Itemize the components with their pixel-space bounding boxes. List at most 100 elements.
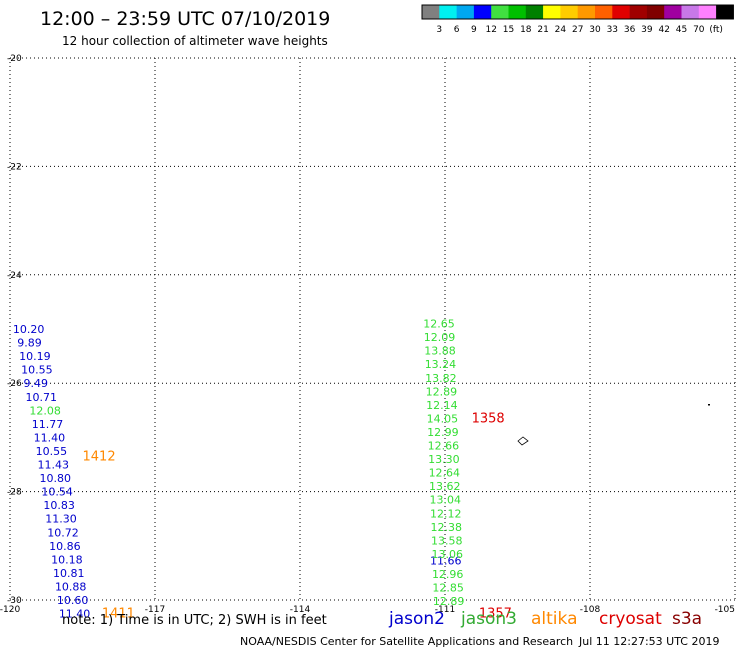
chart-legend: note: 1) Time is in UTC; 2) SWH is in fe… [62,609,702,629]
data-label-jason3: 12.65 [423,318,455,331]
scale-label: (ft) [709,25,723,35]
scale-label: 9 [471,25,477,35]
data-label-jason2: 10.60 [57,594,88,607]
scale-swatch [577,5,596,19]
scale-swatch [439,5,457,19]
data-label-jason2: 10.20 [13,323,45,336]
chart-footer: NOAA/NESDIS Center for Satellite Applica… [240,635,719,648]
data-label-jason3: 12.14 [426,399,458,412]
scale-swatch [525,5,544,19]
data-label-jason2: 11.30 [45,513,77,526]
data-label-jason3: 13.04 [430,494,462,507]
x-tick-label: -111 [435,605,455,615]
scale-label: 12 [485,25,496,35]
scale-swatch [595,5,613,19]
data-label-jason3: 13.88 [424,345,456,358]
footer-timestamp: Jul 11 12:27:53 UTC 2019 [578,635,719,648]
data-label-jason3: 12.12 [430,507,462,520]
scale-frame [421,4,734,20]
x-tick-label: -114 [290,605,311,615]
data-label-jason3: 13.62 [429,480,461,493]
scale-label: 6 [454,25,460,35]
y-tick-label: -26 [7,379,22,389]
color-scale: 3 6 9 12 15 18 21 24 27 30 33 36 39 42 45 70 (ft) [421,4,734,35]
scale-label: 27 [572,25,583,35]
scale-swatch [491,5,509,19]
island-dot [708,404,710,406]
chart-subtitle: 12 hour collection of altimeter wave hei… [62,34,328,48]
legend-entry-cryosat: cryosat [599,609,662,629]
scale-label: 18 [520,25,532,35]
data-label-jason2: 10.81 [53,567,84,580]
data-label-jason3: 13.30 [428,453,460,466]
data-label-jason3: 13.82 [425,372,457,385]
data-label-jason3: 12.96 [432,568,464,581]
scale-swatch [698,5,717,19]
data-label-jason2: 11.77 [32,418,64,431]
scale-label: 33 [607,25,618,35]
scale-label: 15 [503,25,514,35]
data-label-jason3: 13.58 [431,534,463,547]
scale-swatch [629,5,648,19]
data-label-jason2: 10.83 [43,499,75,512]
scale-label: 30 [589,25,601,35]
scale-label: 42 [658,25,669,35]
island-outline [517,436,529,446]
legend-entry-s3a: s3a [672,609,702,629]
data-label-jason3: 12.09 [424,331,456,344]
data-label-jason2: 10.54 [41,486,73,499]
data-label-jason2: 10.71 [25,391,57,404]
y-tick-label: -28 [7,488,22,498]
scale-swatch [612,5,630,19]
legend-entry-altika: altika [531,609,578,629]
legend-entry-jason2: jason2 [388,609,445,629]
scale-swatch [473,5,492,19]
data-label-jason2: 10.55 [21,364,53,377]
data-labels: 10.209.8910.1910.559.4910.7111.7711.4010… [13,318,512,622]
y-tick-label: -30 [7,596,22,606]
data-label-jason2: 10.88 [55,580,86,593]
x-tick-label: -120 [0,605,20,615]
data-label-jason2: 11.40 [59,608,91,621]
scale-swatch [716,5,734,19]
data-label-jason3: 14.05 [427,412,459,425]
data-label-cryosat: 1358 [472,411,505,426]
data-label-jason3: 12.66 [428,440,460,453]
data-label-jason2: 10.18 [51,553,82,566]
legend-note: note: 1) Time is in UTC; 2) SWH is in fe… [62,613,327,628]
y-tick-label: -20 [7,54,22,64]
data-label-jason3: 13.24 [425,358,457,371]
data-label-jason3: 12.89 [433,595,465,608]
scale-swatch [681,5,700,19]
scale-label: 21 [537,25,548,35]
data-label-jason2: 9.49 [24,377,49,390]
data-label-jason2: 11.66 [430,554,462,567]
chart-title: 12:00 – 23:59 UTC 07/10/2019 [40,8,330,30]
data-label-jason2: 10.19 [19,350,51,363]
x-tick-label: -105 [715,605,735,615]
chart-header: 12:00 – 23:59 UTC 07/10/2019 12 hour col… [40,8,330,48]
scale-label: 24 [555,25,567,35]
x-tick-label: -108 [580,605,601,615]
footer-credit: NOAA/NESDIS Center for Satellite Applica… [240,635,573,648]
scale-label: 36 [624,25,636,35]
data-label-jason2: 10.80 [39,472,71,485]
data-label-jason3: 12.08 [29,404,61,417]
data-label-altika: 1412 [83,449,116,464]
data-label-jason2: 10.72 [47,526,79,539]
y-tick-label: -22 [7,162,22,172]
y-tick-label: -24 [7,271,22,281]
data-label-jason3: 12.38 [431,521,463,534]
scale-swatch [508,5,527,19]
data-label-cryosat: 1357 [479,607,512,622]
data-label-jason2: 10.55 [36,445,68,458]
data-label-jason3: 12.85 [432,582,464,595]
data-label-jason2: 11.40 [34,431,66,444]
scale-swatch [664,5,682,19]
plot-grid: -120 -117 -114 -111 -108 -105 -20 -22 -24 -26 -28 -… [0,54,736,615]
legend-entry-jason3: jason3 [460,609,517,629]
x-tick-label: -117 [145,605,165,615]
data-label-jason3: 12.89 [426,385,458,398]
island-features [517,404,710,446]
